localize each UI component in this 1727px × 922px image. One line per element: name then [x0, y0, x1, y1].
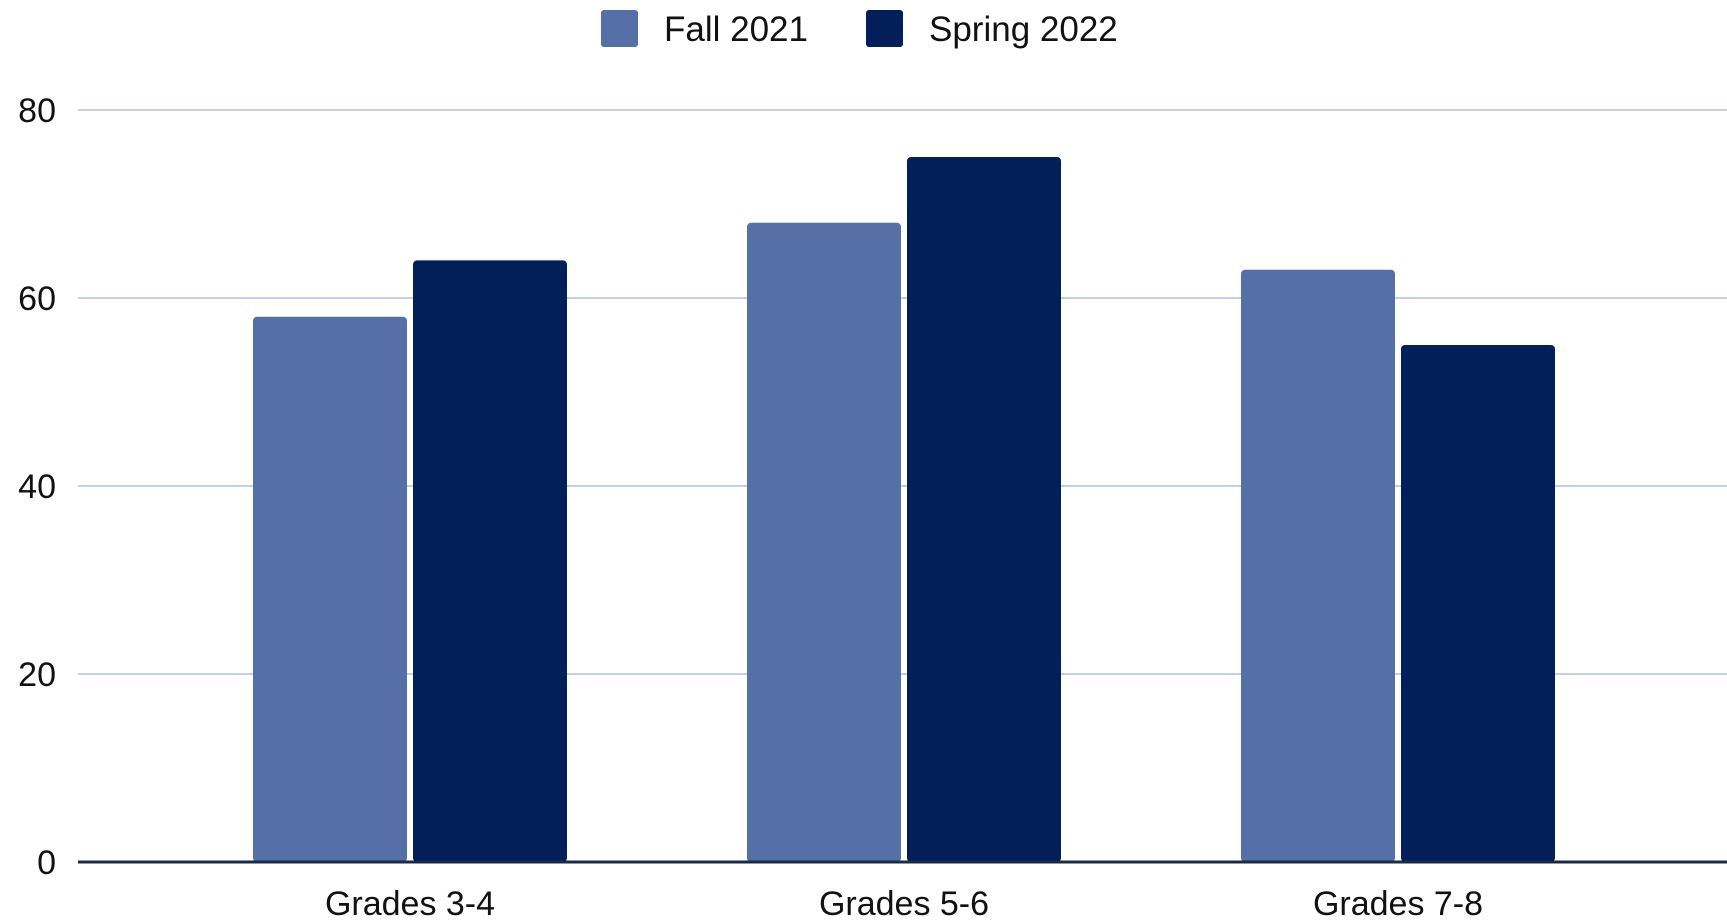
x-tick-label: Grades 3-4 — [325, 885, 495, 922]
y-axis-ticks: 0 20 40 60 80 — [18, 92, 56, 882]
bar — [907, 157, 1061, 862]
bars — [253, 157, 1555, 863]
y-tick-label: 40 — [18, 468, 56, 506]
y-tick-label: 20 — [18, 656, 56, 694]
y-tick-label: 80 — [18, 92, 56, 130]
legend-swatch — [601, 10, 638, 47]
legend-swatch — [866, 10, 903, 47]
legend-label: Fall 2021 — [664, 10, 808, 49]
y-tick-label: 0 — [37, 844, 56, 882]
bar — [1241, 269, 1395, 862]
bar — [253, 316, 407, 862]
bar — [1401, 345, 1555, 862]
y-tick-label: 60 — [18, 280, 56, 318]
legend: Fall 2021 Spring 2022 — [601, 10, 1118, 49]
x-axis-ticks: Grades 3-4 Grades 5-6 Grades 7-8 — [325, 885, 1483, 922]
x-tick-label: Grades 7-8 — [1313, 885, 1483, 922]
x-tick-label: Grades 5-6 — [819, 885, 989, 922]
bar — [413, 260, 567, 862]
bar — [747, 222, 901, 863]
legend-label: Spring 2022 — [929, 10, 1118, 49]
